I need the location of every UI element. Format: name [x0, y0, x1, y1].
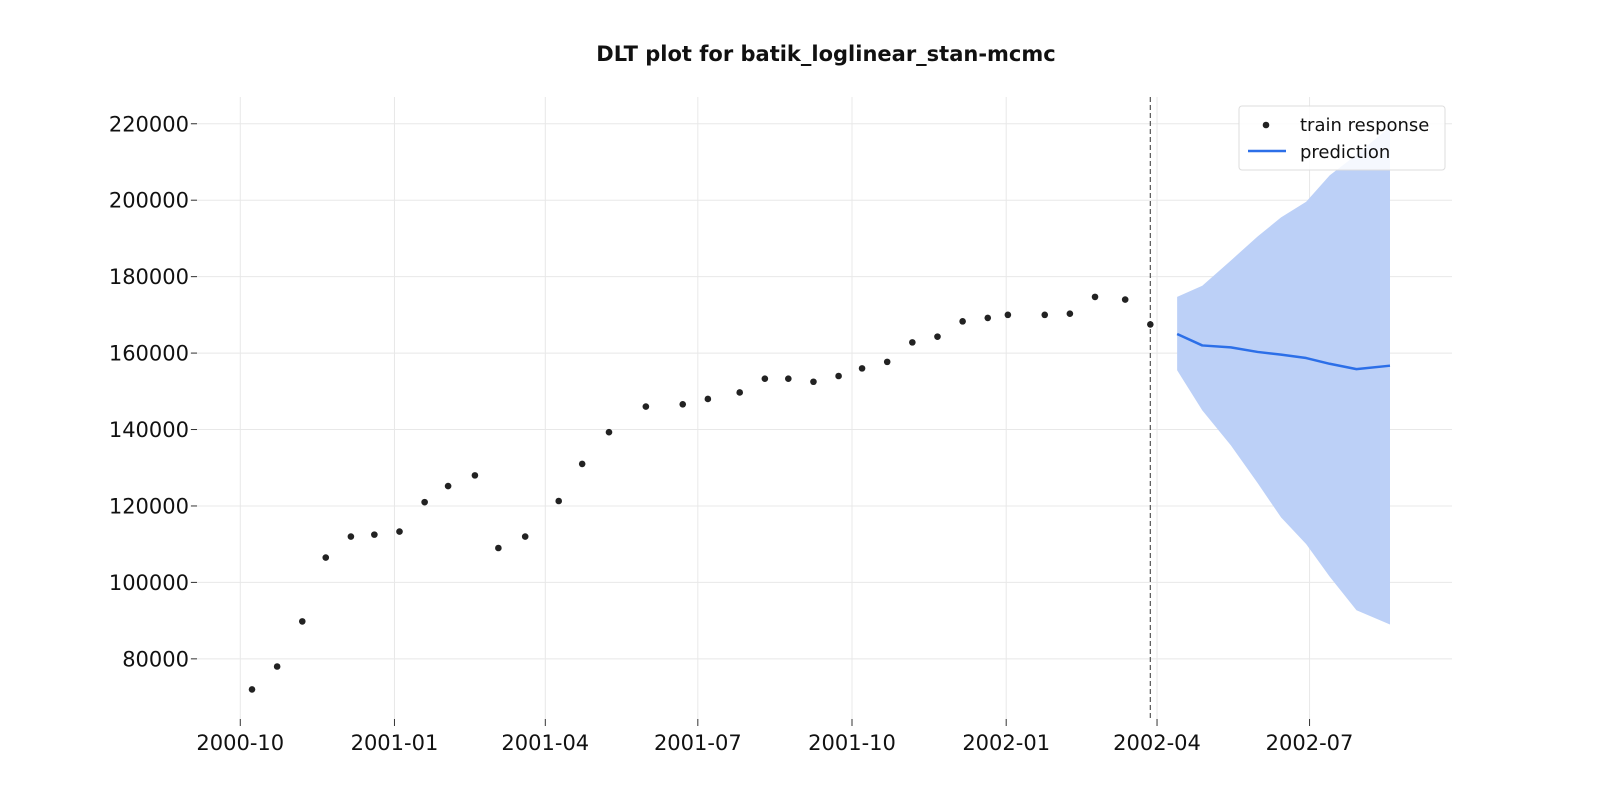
train-response-point — [810, 378, 817, 386]
x-tick-label: 2000-10 — [196, 731, 284, 755]
train-response-point — [1004, 311, 1012, 319]
x-tick-label: 2001-01 — [351, 731, 439, 755]
train-response-point — [605, 428, 613, 436]
prediction-band-layer — [1177, 126, 1390, 625]
train-response-point — [1041, 311, 1049, 319]
prediction-line-layer — [1176, 332, 1391, 371]
x-tick-label: 2001-10 — [808, 731, 896, 755]
train-response-point — [642, 403, 650, 410]
train-response-point — [858, 365, 866, 372]
train-response-point — [347, 533, 355, 540]
y-tick-label: 200000 — [109, 189, 189, 213]
train-response-point — [495, 544, 502, 552]
train-response-point — [521, 533, 529, 540]
x-axis: 2000-10 2001-01 2001-04 2001-07 2001-10 2002-… — [196, 719, 1353, 755]
legend: train response prediction — [1238, 105, 1446, 171]
train-response-point — [555, 497, 563, 505]
train-response-point — [959, 318, 966, 325]
train-response-point — [578, 460, 586, 468]
train-response-point — [396, 528, 403, 535]
train-response-point — [1066, 310, 1074, 318]
y-axis: 80000 100000 120000 140000 160000 180000 20000… — [109, 112, 197, 671]
y-tick-label: 120000 — [109, 494, 189, 518]
y-tick-label: 160000 — [109, 342, 189, 366]
x-tick-label: 2002-07 — [1266, 731, 1354, 755]
x-tick-label: 2002-01 — [962, 731, 1050, 755]
train-response-point — [421, 498, 428, 506]
legend-box — [1238, 105, 1446, 171]
prediction-interval-band — [1177, 126, 1390, 625]
train-response-point — [909, 339, 916, 346]
x-tick-label: 2001-07 — [654, 731, 742, 755]
train-response-point — [883, 358, 891, 366]
train-response-point — [984, 314, 992, 322]
train-response-point — [934, 333, 941, 340]
train-response-point — [1121, 296, 1129, 303]
x-tick-label: 2001-04 — [501, 731, 589, 755]
train-response-point — [704, 395, 712, 403]
train-response-point — [248, 686, 256, 693]
y-tick-label: 80000 — [122, 647, 189, 671]
legend-train-response-marker — [1262, 121, 1270, 129]
train-response-point — [371, 531, 378, 538]
train-response-point — [736, 389, 744, 396]
y-tick-label: 140000 — [109, 418, 189, 442]
train-response-point — [1147, 321, 1154, 328]
x-tick-label: 2002-04 — [1113, 731, 1201, 755]
legend-prediction-label: prediction — [1300, 142, 1390, 163]
grid — [190, 97, 1452, 720]
train-response-points — [248, 293, 1154, 693]
train-response-point — [322, 554, 330, 561]
train-response-point — [835, 372, 842, 380]
train-response-point — [1091, 293, 1099, 301]
y-tick-label: 100000 — [109, 571, 189, 595]
prediction-line — [1176, 332, 1391, 371]
train-response-point — [444, 482, 452, 490]
y-tick-label: 180000 — [109, 265, 189, 289]
train-response-point — [298, 618, 306, 625]
train-response-point — [273, 663, 281, 670]
legend-train-response-label: train response — [1300, 115, 1429, 136]
train-response-point — [679, 400, 687, 408]
y-tick-label: 220000 — [109, 112, 189, 136]
train-response-point — [471, 472, 479, 479]
train-response-point — [761, 375, 769, 382]
train-response-point — [785, 375, 792, 382]
chart-title: DLT plot for batik_loglinear_stan-mcmc — [596, 42, 1055, 66]
